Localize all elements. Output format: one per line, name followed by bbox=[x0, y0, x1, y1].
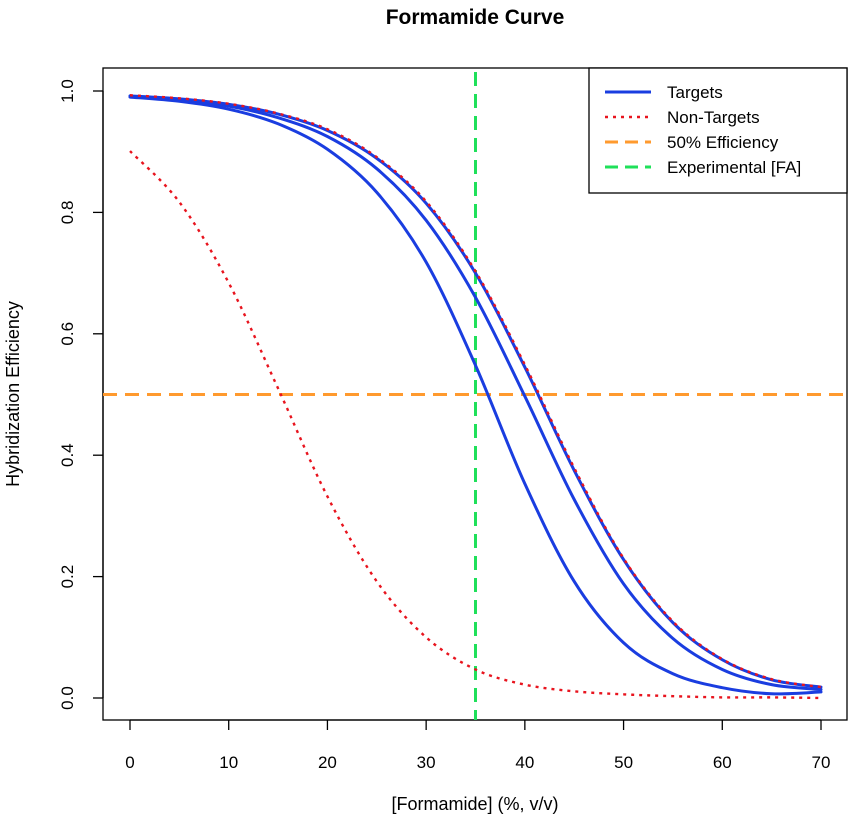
y-tick-label: 0.2 bbox=[58, 565, 77, 589]
x-tick-label: 10 bbox=[219, 753, 238, 772]
y-tick-label: 0.4 bbox=[58, 443, 77, 467]
y-tick-label: 1.0 bbox=[58, 79, 77, 103]
x-tick-label: 20 bbox=[318, 753, 337, 772]
x-tick-label: 40 bbox=[515, 753, 534, 772]
non-target-curve bbox=[129, 150, 822, 700]
legend: Targets Non-Targets 50% Efficiency Experime… bbox=[588, 67, 848, 194]
x-axis-label: [Formamide] (%, v/v) bbox=[391, 794, 558, 814]
x-tick-label: 50 bbox=[614, 753, 633, 772]
y-tick-label: 0.6 bbox=[58, 322, 77, 346]
y-axis: 0.0 0.2 0.4 0.6 0.8 1.0 bbox=[58, 79, 104, 710]
target-curve bbox=[128, 94, 823, 691]
legend-label: Experimental [FA] bbox=[667, 158, 801, 177]
legend-label: 50% Efficiency bbox=[667, 133, 779, 152]
y-tick-label: 0.8 bbox=[58, 201, 77, 225]
legend-box bbox=[588, 67, 848, 194]
x-tick-label: 60 bbox=[713, 753, 732, 772]
chart-title: Formamide Curve bbox=[386, 6, 565, 29]
x-tick-label: 70 bbox=[812, 753, 831, 772]
x-axis: 0 10 20 30 40 50 60 70 bbox=[125, 719, 831, 772]
x-tick-label: 30 bbox=[417, 753, 436, 772]
series-lines bbox=[128, 94, 823, 700]
target-curve bbox=[128, 95, 823, 696]
x-tick-label: 0 bbox=[125, 753, 134, 772]
non-target-curve bbox=[129, 94, 822, 689]
legend-label: Targets bbox=[667, 83, 723, 102]
legend-label: Non-Targets bbox=[667, 108, 760, 127]
y-axis-label: Hybridization Efficiency bbox=[3, 301, 23, 487]
reference-lines bbox=[103, 72, 847, 720]
y-tick-label: 0.0 bbox=[58, 686, 77, 710]
